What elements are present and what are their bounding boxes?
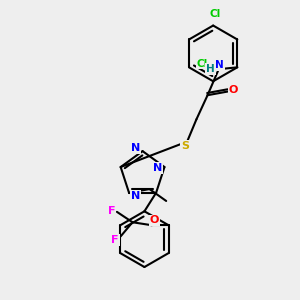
Text: F: F <box>111 235 119 245</box>
Text: N: N <box>131 143 140 153</box>
Text: S: S <box>181 141 189 151</box>
Text: O: O <box>229 85 238 95</box>
Text: O: O <box>150 215 159 225</box>
Text: Cl: Cl <box>196 58 208 69</box>
Text: F: F <box>108 206 115 216</box>
Text: N: N <box>131 191 140 201</box>
Text: H: H <box>206 64 215 74</box>
Text: N: N <box>215 60 224 70</box>
Text: Cl: Cl <box>209 9 220 20</box>
Text: N: N <box>153 163 162 173</box>
